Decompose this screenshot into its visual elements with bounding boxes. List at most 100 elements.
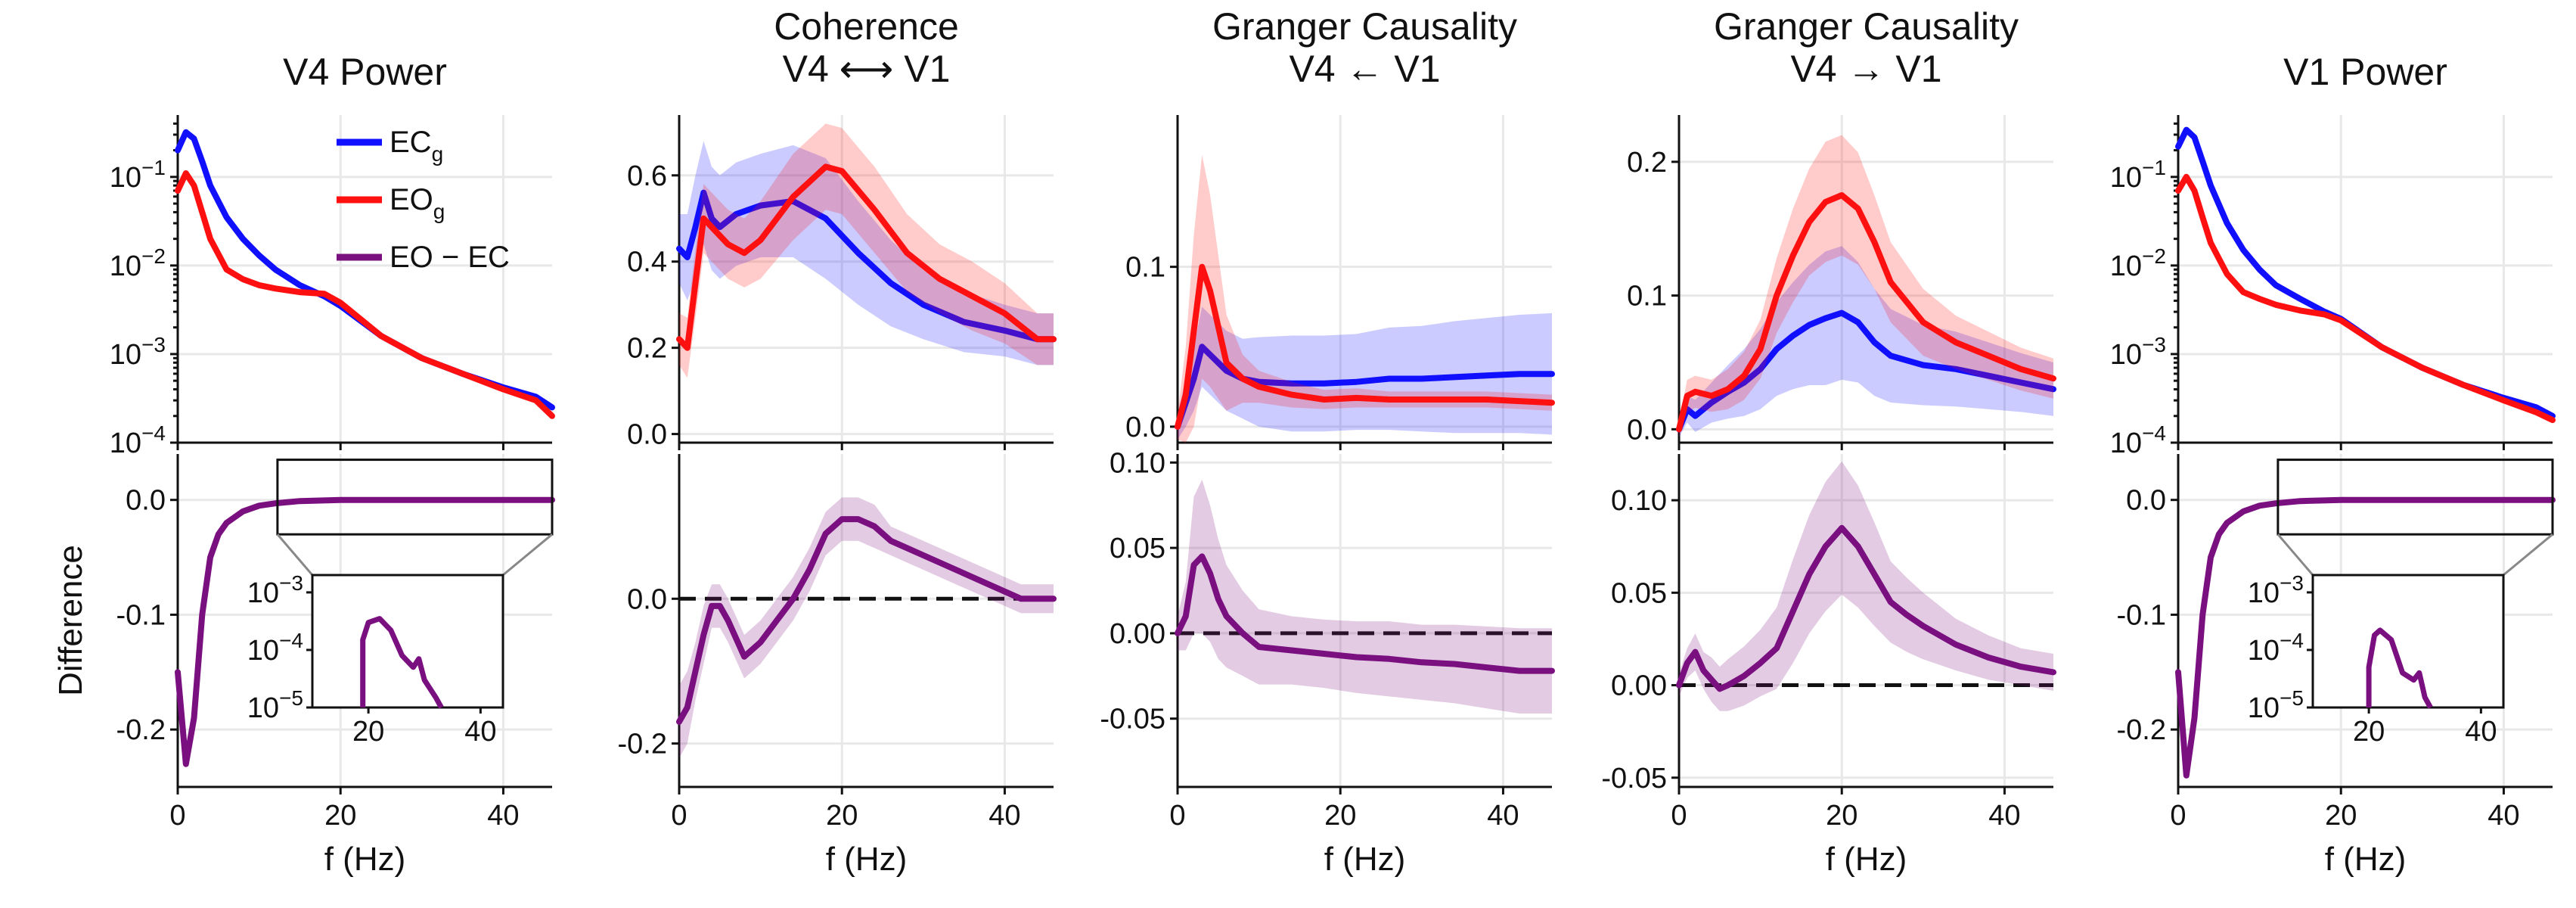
series-diff-line bbox=[1175, 553, 1555, 674]
inset-frame bbox=[311, 574, 504, 709]
zoom-connector bbox=[2503, 533, 2553, 577]
bottom-xtick-label: 20 bbox=[1826, 800, 1858, 832]
bottom-plot: 0.0 -0.2 0 20 40 bbox=[618, 454, 1057, 832]
top-ytick-label: 0.0 bbox=[1125, 412, 1165, 443]
x-axis-label: f (Hz) bbox=[324, 841, 406, 878]
series-diff-band bbox=[679, 497, 1054, 758]
panel-subtitle: V4 → V1 bbox=[1790, 48, 1941, 90]
bottom-xtick-label: 40 bbox=[487, 800, 519, 832]
top-ytick-label: 0.6 bbox=[627, 160, 667, 192]
series-ec-band bbox=[1679, 246, 2053, 437]
bottom-ytick-label: 0.05 bbox=[1611, 577, 1667, 609]
top-plot: 0.0 0.2 0.4 0.6 bbox=[627, 115, 1057, 451]
bottom-plot: 0.100.050.00-0.050 20 40 bbox=[1100, 447, 1555, 832]
bottom-ytick-label: -0.2 bbox=[618, 729, 667, 760]
bottom-xtick-label: 0 bbox=[1169, 800, 1185, 832]
panel-title: Coherence bbox=[774, 5, 959, 48]
series-diff-line bbox=[2175, 496, 2556, 779]
series-diff-line bbox=[175, 496, 555, 767]
bottom-xtick-label: 20 bbox=[1324, 800, 1356, 832]
legend: ECg EOg EO − EC bbox=[337, 126, 510, 274]
inset-xtick-label: 20 bbox=[2353, 716, 2385, 748]
bottom-xtick-label: 40 bbox=[1988, 800, 2020, 832]
bottom-ytick-label: -0.1 bbox=[116, 599, 166, 631]
series-ec-line bbox=[2175, 126, 2556, 419]
bottom-xtick-label: 40 bbox=[2488, 800, 2519, 832]
bottom-xtick-label: 20 bbox=[826, 800, 858, 832]
inset-ytick-label: 10−4 bbox=[2248, 629, 2304, 667]
series-ec-band bbox=[679, 141, 1054, 365]
zoom-connector bbox=[502, 533, 553, 577]
inset-xtick-label: 20 bbox=[352, 716, 384, 748]
bottom-plot: 0.10 0.05 0.00 -0.050 20 40 bbox=[1601, 454, 2056, 832]
top-ytick-label: 10−1 bbox=[110, 156, 166, 194]
top-ytick-label: 10−2 bbox=[2110, 244, 2166, 282]
bottom-ytick-label: 0.00 bbox=[1611, 670, 1667, 702]
series-ec-band bbox=[1178, 306, 1552, 440]
x-axis-label: f (Hz) bbox=[826, 841, 908, 878]
bottom-ytick-label: -0.05 bbox=[1601, 763, 1667, 794]
bottom-plot: 0.0 -0.1 -0.2 0 20 40 10−3 10−4 10−5 20 40 bbox=[116, 454, 555, 832]
legend-label: ECg bbox=[390, 126, 443, 166]
panel-v4power: V4 Power 10−1 10−2 10−3 10−4 0.0 -0.1 -0.2 0 20 40… bbox=[110, 51, 555, 878]
panel-title: Granger Causality bbox=[1212, 5, 1517, 48]
bottom-xtick-label: 20 bbox=[2325, 800, 2357, 832]
series-eo-band bbox=[1679, 135, 2053, 437]
bottom-ytick-label: 0.0 bbox=[126, 485, 166, 517]
series-diff-band bbox=[1178, 479, 1552, 714]
top-ytick-label: 10−3 bbox=[110, 333, 166, 371]
difference-ylabel: Difference bbox=[52, 545, 89, 696]
bottom-xtick-label: 40 bbox=[989, 800, 1020, 832]
top-ytick-label: 10−3 bbox=[2110, 333, 2166, 371]
bottom-xtick-label: 0 bbox=[169, 800, 185, 832]
bottom-ytick-label: -0.2 bbox=[116, 714, 166, 746]
series-diff-line bbox=[1676, 524, 2056, 692]
inset-ytick-label: 10−4 bbox=[247, 629, 303, 667]
x-axis-label: f (Hz) bbox=[1324, 841, 1406, 878]
panel-subtitle: V4 ⟷ V1 bbox=[783, 48, 951, 90]
bottom-ytick-label: 0.0 bbox=[2126, 485, 2166, 517]
top-ytick-label: 10−4 bbox=[2110, 421, 2166, 459]
inset-frame bbox=[2311, 574, 2505, 709]
series-eo-band bbox=[679, 123, 1054, 378]
bottom-xtick-label: 0 bbox=[2170, 800, 2186, 832]
series-eo-line bbox=[2175, 173, 2556, 424]
inset-ytick-label: 10−3 bbox=[247, 571, 303, 609]
inset-ytick-label: 10−5 bbox=[2248, 686, 2304, 724]
panel-v1power: V1 Power 10−1 10−2 10−3 10−4 0.0 -0.1 -0.2 0 20 40… bbox=[2110, 51, 2556, 878]
inset-series-line bbox=[360, 616, 444, 709]
bottom-xtick-label: 0 bbox=[671, 800, 687, 832]
top-ytick-label: 0.1 bbox=[1125, 252, 1165, 284]
series-diff-band bbox=[1679, 461, 2053, 711]
top-ytick-label: 0.0 bbox=[627, 419, 667, 451]
inset-xtick-label: 40 bbox=[2465, 716, 2497, 748]
series-diff-line bbox=[676, 516, 1057, 725]
bottom-ytick-label: 0.10 bbox=[1611, 485, 1667, 517]
bottom-ytick-label: -0.1 bbox=[2117, 599, 2166, 631]
top-ytick-label: 0.4 bbox=[627, 247, 667, 278]
top-plot: 10−1 10−2 10−3 10−4 bbox=[110, 115, 555, 459]
bottom-ytick-label: -0.05 bbox=[1100, 704, 1165, 735]
inset-xtick-label: 40 bbox=[464, 716, 496, 748]
bottom-ytick-label: -0.2 bbox=[2117, 714, 2166, 746]
bottom-xtick-label: 20 bbox=[324, 800, 356, 832]
series-eo-line bbox=[175, 170, 555, 419]
top-ytick-label: 0.2 bbox=[627, 333, 667, 365]
panel-title: V4 Power bbox=[283, 51, 447, 93]
x-axis-label: f (Hz) bbox=[2325, 841, 2407, 878]
bottom-xtick-label: 0 bbox=[1671, 800, 1687, 832]
legend-label: EOg bbox=[390, 183, 445, 223]
bottom-ytick-label: 0.00 bbox=[1110, 618, 1165, 650]
zoom-region-box bbox=[276, 459, 554, 536]
top-ytick-label: 10−4 bbox=[110, 421, 166, 459]
bottom-plot: 0.0 -0.1 -0.2 0 20 40 10−3 10−4 10−5 20 40 bbox=[2117, 454, 2556, 832]
legend-label: EO − EC bbox=[390, 241, 510, 274]
inset-ytick-label: 10−3 bbox=[2248, 571, 2304, 609]
bottom-ytick-label: 0.10 bbox=[1110, 447, 1165, 479]
top-plot: 0.0 0.1 0.2 bbox=[1627, 115, 2056, 450]
top-ytick-label: 0.2 bbox=[1627, 147, 1667, 179]
